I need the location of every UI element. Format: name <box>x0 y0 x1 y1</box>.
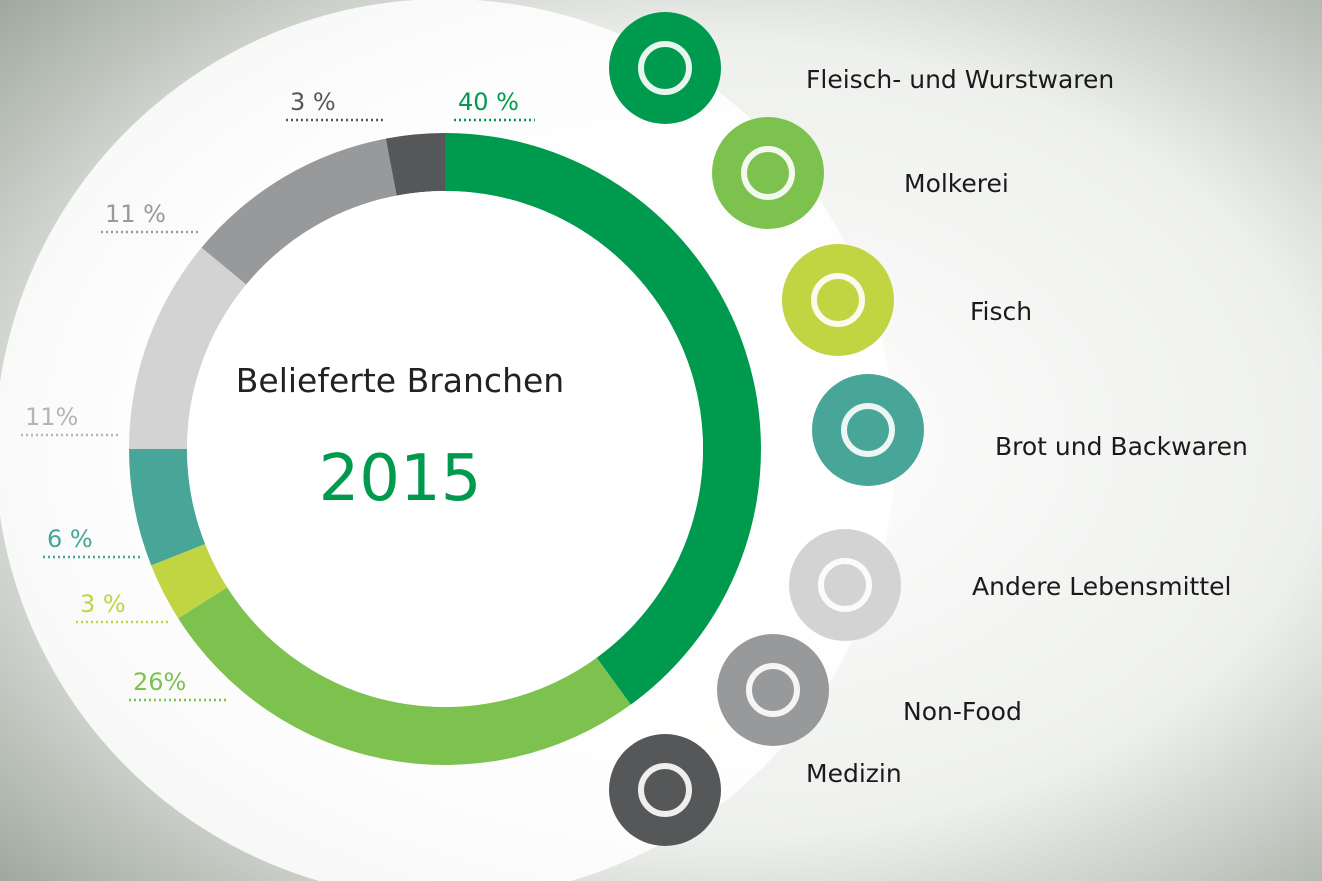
donut-segment <box>129 247 247 449</box>
icon-glyph <box>638 763 692 817</box>
value-label: 11% <box>25 403 78 431</box>
donut-segment <box>201 138 397 285</box>
donut-segment <box>129 449 206 566</box>
icon-glyph <box>841 403 895 457</box>
icon-glyph <box>741 146 795 200</box>
legend-icon <box>717 634 829 746</box>
legend-label: Non-Food <box>903 697 1022 726</box>
legend-icon <box>782 244 894 356</box>
legend-icon <box>609 12 721 124</box>
icon-glyph <box>638 41 692 95</box>
donut-segment <box>178 587 631 765</box>
legend-label: Medizin <box>806 759 902 788</box>
legend-icon <box>609 734 721 846</box>
chart-subtitle: 2015 <box>319 442 482 516</box>
value-label: 40 % <box>458 88 519 116</box>
legend-label: Brot und Backwaren <box>995 432 1248 461</box>
value-label: 3 % <box>80 590 126 618</box>
legend: Fleisch- und Wurstwaren Molkerei Fisch Brot… <box>609 12 1248 846</box>
legend-label: Molkerei <box>904 169 1009 198</box>
donut <box>129 133 761 765</box>
icon-glyph <box>818 558 872 612</box>
legend-label: Andere Lebensmittel <box>972 572 1231 601</box>
legend-label: Fisch <box>970 297 1032 326</box>
value-label: 6 % <box>47 525 93 553</box>
icon-glyph <box>811 273 865 327</box>
value-label: 3 % <box>290 88 336 116</box>
value-label: 11 % <box>105 200 166 228</box>
donut-segment <box>445 133 761 705</box>
legend-icon <box>789 529 901 641</box>
legend-label: Fleisch- und Wurstwaren <box>806 65 1114 94</box>
value-labels: 40 % 26% 3 % 6 % 11% 11 % 3 % <box>21 88 535 702</box>
chart-title: Belieferte Branchen <box>236 361 564 400</box>
donut-segment <box>385 133 445 196</box>
icon-glyph <box>746 663 800 717</box>
legend-icon <box>712 117 824 229</box>
donut-segment <box>151 543 228 619</box>
legend-icon <box>812 374 924 486</box>
donut-hole <box>187 191 703 707</box>
value-label: 26% <box>133 668 186 696</box>
